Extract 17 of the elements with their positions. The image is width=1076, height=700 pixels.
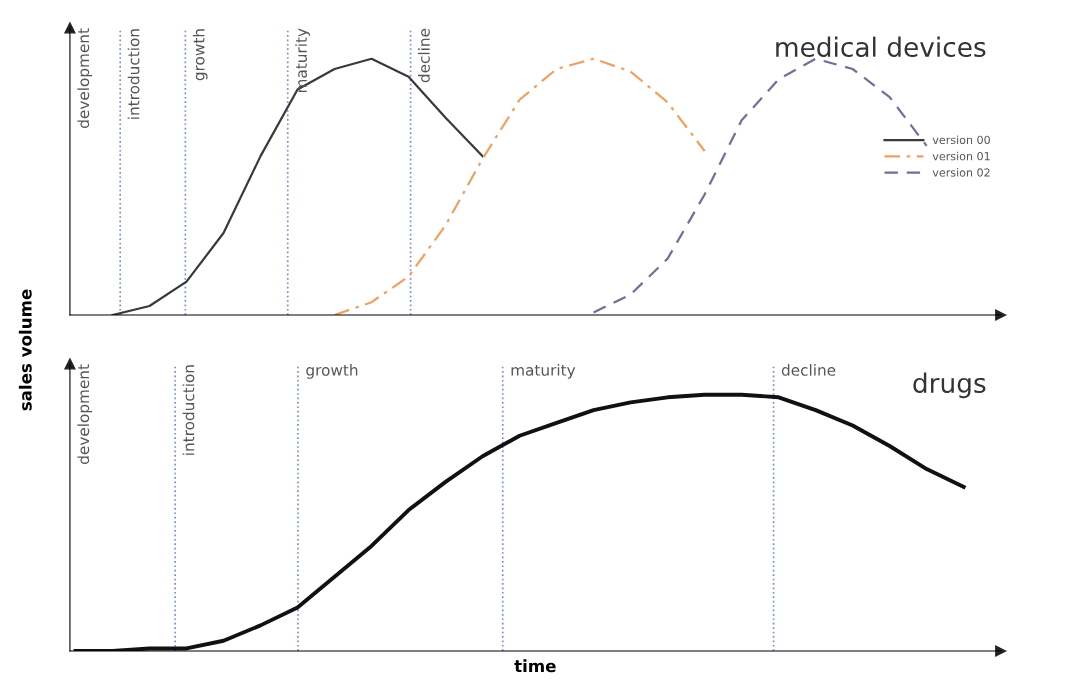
annotation: development: [77, 364, 93, 464]
y-axis-title: sales volume: [18, 289, 32, 411]
annotation: development: [77, 28, 93, 128]
annotation: introduction: [127, 29, 140, 119]
chart-title: medical devices: [776, 36, 986, 58]
annotation: decline: [418, 28, 430, 83]
chart-title: drugs: [913, 372, 986, 399]
legend-label: version 00: [932, 135, 990, 145]
annotation: introduction: [182, 365, 195, 455]
x-axis-title: time: [514, 659, 556, 673]
text: growth: [306, 364, 358, 379]
annotation: maturity: [295, 28, 310, 93]
legend-label: version 01: [932, 151, 990, 161]
text: decline: [781, 364, 836, 376]
annotation: growth: [192, 29, 208, 81]
legend-label: version 02: [932, 168, 990, 177]
text: maturity: [511, 364, 576, 379]
